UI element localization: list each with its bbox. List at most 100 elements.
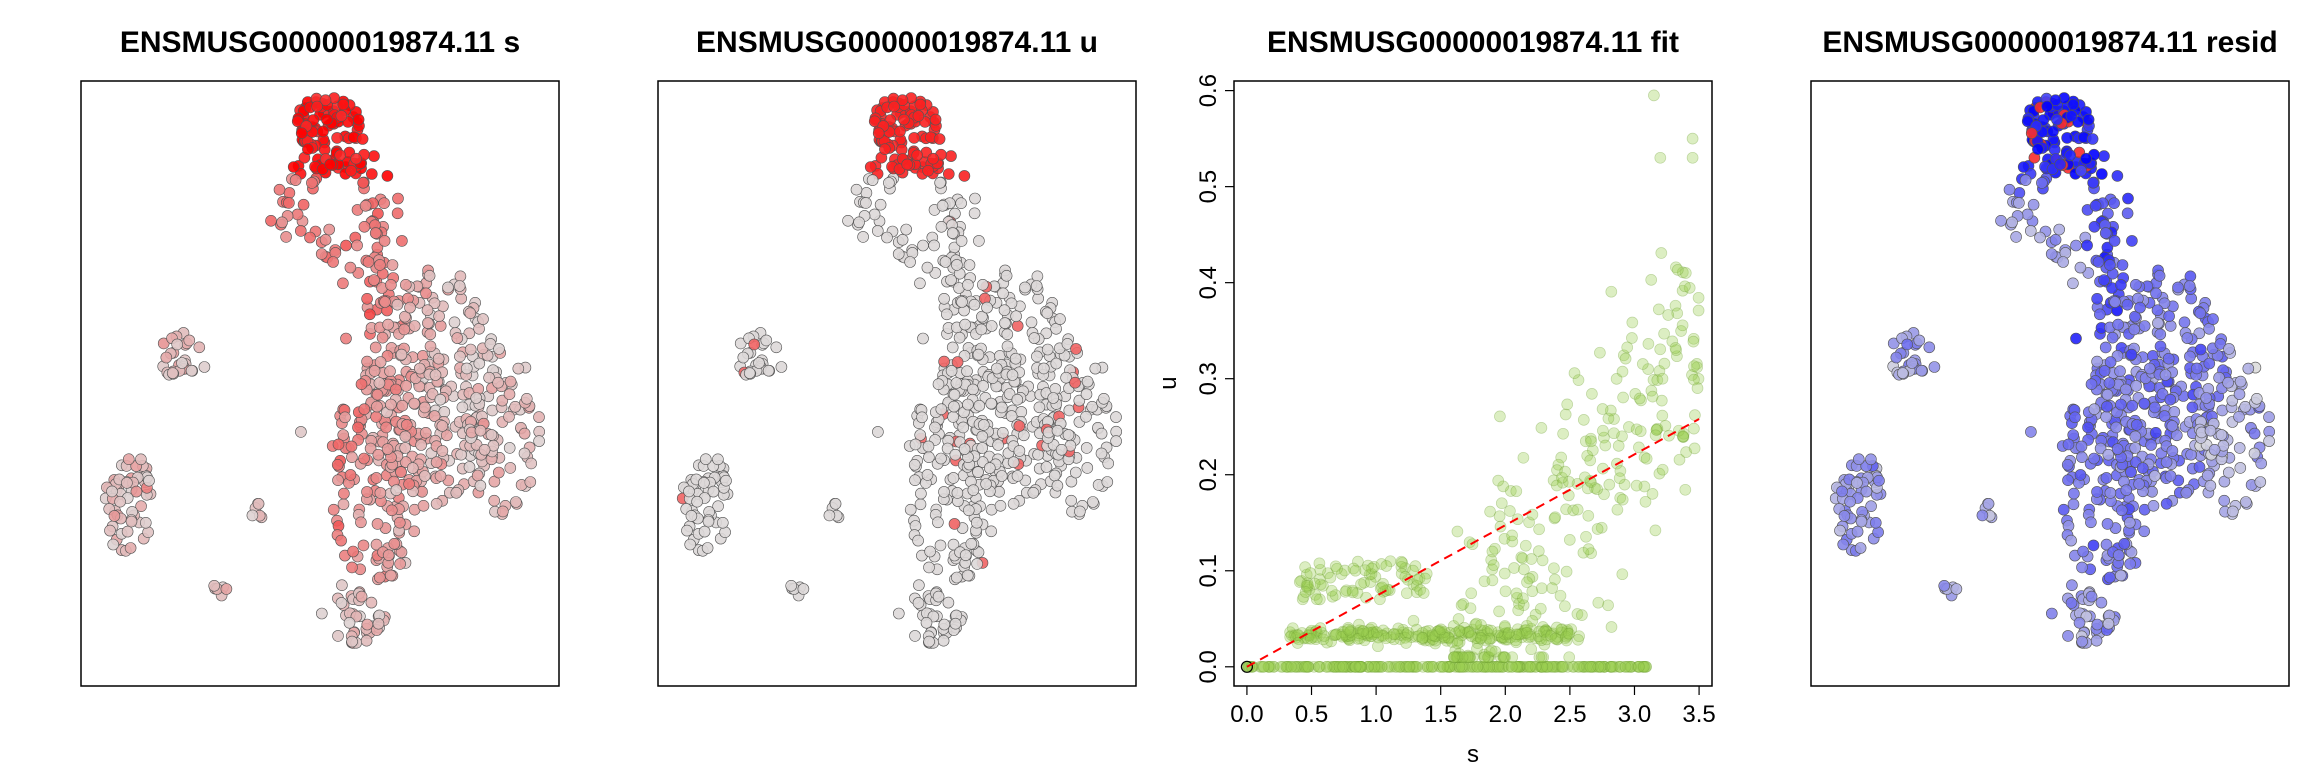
cell-point [384,365,396,378]
fit-point [1299,660,1312,673]
cell-point [2103,377,2116,389]
cell-point [497,505,509,518]
cell-point [346,635,358,648]
fit-point [1380,560,1393,572]
cell-point [1031,350,1043,363]
cell-point [946,227,959,239]
fit-point [1535,660,1548,673]
fit-point [1662,309,1675,321]
cell-point [346,561,358,574]
cell-point [1040,461,1053,473]
cell-point [394,558,406,570]
fit-point [1535,660,1548,673]
cell-point [912,534,924,547]
cell-point [2101,518,2114,530]
fit-point [1471,660,1484,673]
cell-point [1027,486,1040,499]
cell-point [351,239,363,252]
fit-point [1514,660,1526,673]
cell-point [321,113,333,126]
cell-point [2090,634,2103,647]
fit-point [1555,660,1567,673]
cell-point [2076,561,2088,574]
cell-point [2154,340,2167,353]
cell-point [947,472,960,484]
cell-point [969,192,981,205]
cell-point [864,161,877,173]
fit-point [1669,342,1682,354]
cell-point [1050,322,1062,335]
fit-point [1686,151,1699,164]
cell-point [2069,411,2081,424]
fit-point [1594,346,1606,359]
cell-point [962,504,975,517]
fit-point [1549,660,1561,673]
cell-point [2223,466,2235,479]
cell-point [1050,357,1063,370]
fit-point [1421,660,1434,673]
cell-points [1829,92,2275,649]
cell-point [319,234,332,246]
fit-point [1686,132,1699,145]
cell-point [331,132,343,144]
cell-point [2076,451,2088,464]
fit-point [1354,660,1366,673]
fit-point [1540,660,1553,673]
cell-point [2082,113,2095,126]
cell-point [962,398,974,411]
fit-point [1585,435,1597,448]
cell-point [909,630,921,642]
cell-point [428,410,441,422]
cell-point [420,287,432,300]
fit-point [1280,660,1293,673]
cell-point [2017,161,2030,173]
fit-point [1645,274,1658,286]
cell-point [345,440,358,453]
fit-point [1506,651,1519,664]
fit-point [1688,373,1700,386]
cell-point [879,143,891,155]
cell-point [2150,426,2162,439]
fit-point [1285,660,1298,673]
cell-point [503,410,515,423]
fit-point [1301,660,1314,673]
cell-point [2111,443,2124,455]
fit-point [1389,660,1401,673]
cell-point [2240,496,2252,508]
cell-point [391,207,404,220]
cell-point [2233,442,2246,454]
fit-point [1536,660,1549,673]
cell-point [176,357,188,369]
fit-point [1466,660,1479,673]
fit-point [1361,660,1374,673]
cell-point [368,150,380,162]
x-tick-label: 0.5 [1295,701,1328,728]
cell-point [908,458,921,471]
cell-point [702,515,715,528]
cell-point [2041,100,2053,113]
cell-point [963,259,976,271]
cell-point [945,274,957,286]
fit-point [1355,660,1368,673]
fit-point [1456,660,1468,673]
cell-point [373,377,386,389]
cell-point [2115,398,2127,411]
fit-point [1493,510,1506,523]
cell-point [785,579,798,592]
cell-point [2070,332,2082,345]
fit-point [1563,651,1576,664]
cell-point [1080,410,1092,423]
fit-point [1519,539,1532,552]
fit-point [1577,660,1590,673]
cell-point [1851,477,1863,489]
fit-point [1536,554,1549,567]
cell-point [280,231,292,243]
fit-point [1497,660,1510,673]
cell-point [2021,208,2034,221]
fit-point [1496,660,1509,673]
cell-point [2082,421,2094,434]
fit-point [1451,660,1464,673]
fit-point [1604,660,1617,673]
fit-point [1578,660,1590,673]
cell-point [698,525,711,538]
